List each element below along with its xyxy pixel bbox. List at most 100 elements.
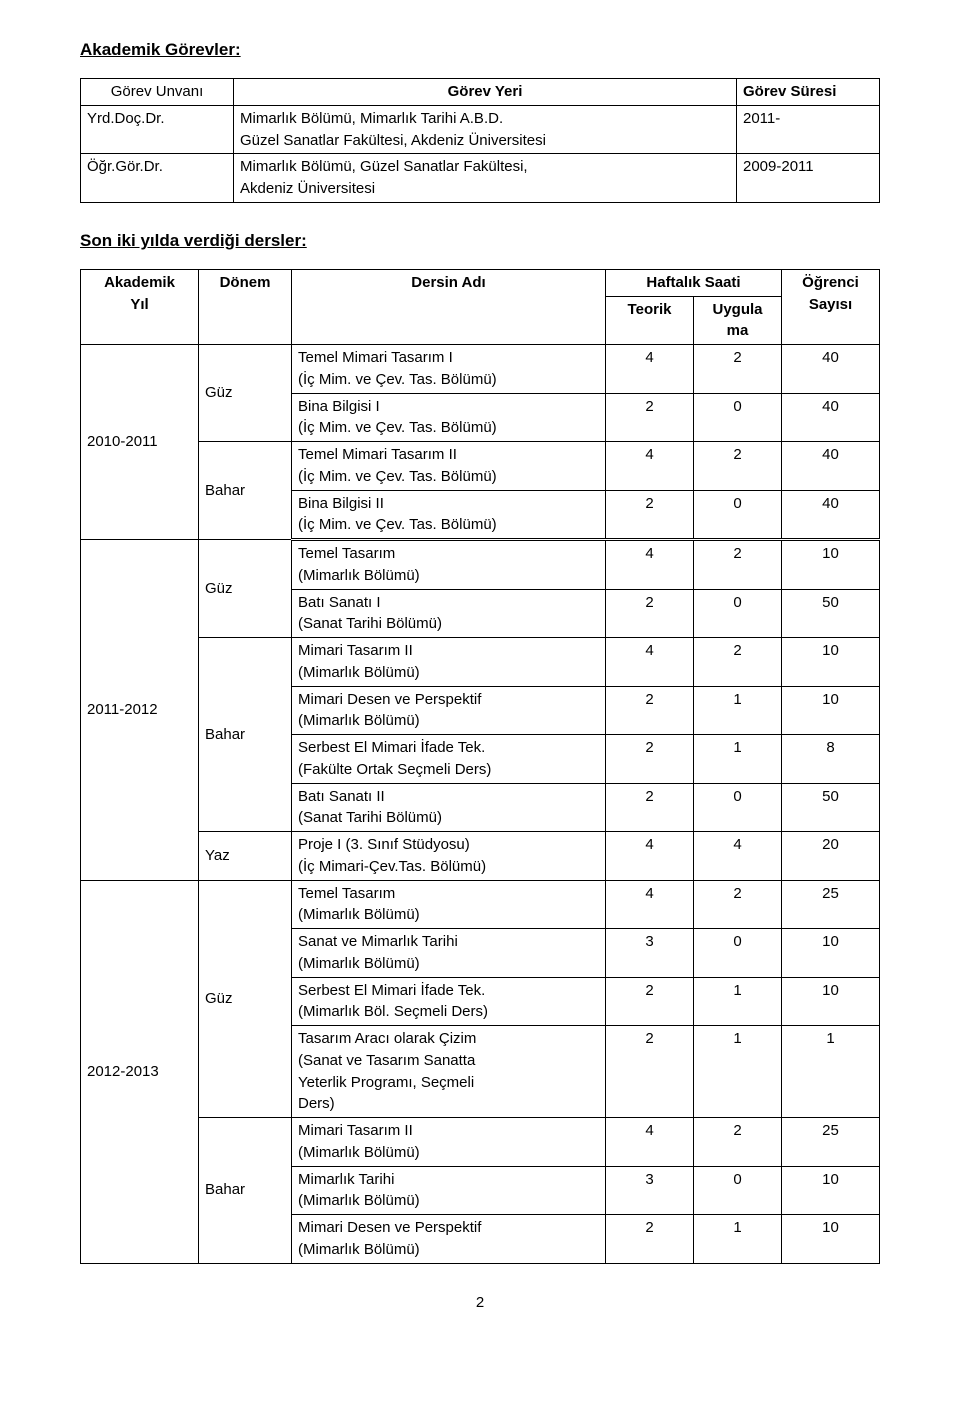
courses-cell-theory: 2 <box>606 1026 694 1118</box>
courses-cell-course: Mimari Tasarım II(Mimarlık Bölümü) <box>292 638 606 687</box>
courses-cell-theory: 3 <box>606 929 694 978</box>
courses-cell-theory: 4 <box>606 832 694 881</box>
positions-row: Öğr.Gör.Dr.Mimarlık Bölümü, Güzel Sanatl… <box>81 154 880 203</box>
courses-cell-theory: 2 <box>606 977 694 1026</box>
courses-cell-applied: 1 <box>694 735 782 784</box>
courses-cell-theory: 2 <box>606 393 694 442</box>
positions-header-place: Görev Yeri <box>234 79 737 106</box>
courses-cell-applied: 0 <box>694 490 782 540</box>
courses-cell-term: Güz <box>199 540 292 638</box>
courses-row: BaharMimari Tasarım II(Mimarlık Bölümü)4… <box>81 638 880 687</box>
courses-cell-students: 40 <box>782 490 880 540</box>
courses-cell-course: Proje I (3. Sınıf Stüdyosu)(İç Mimari-Çe… <box>292 832 606 881</box>
courses-cell-course: Temel Tasarım(Mimarlık Bölümü) <box>292 880 606 929</box>
courses-cell-applied: 1 <box>694 686 782 735</box>
courses-cell-students: 50 <box>782 589 880 638</box>
courses-cell-course: Serbest El Mimari İfade Tek.(Mimarlık Bö… <box>292 977 606 1026</box>
courses-cell-applied: 2 <box>694 540 782 590</box>
courses-cell-course: Mimarlık Tarihi(Mimarlık Bölümü) <box>292 1166 606 1215</box>
section-title-courses: Son iki yılda verdiği dersler: <box>80 231 880 251</box>
courses-cell-students: 40 <box>782 442 880 491</box>
courses-cell-course: Mimari Desen ve Perspektif(Mimarlık Bölü… <box>292 1215 606 1264</box>
courses-row: 2011-2012GüzTemel Tasarım(Mimarlık Bölüm… <box>81 540 880 590</box>
page-number: 2 <box>80 1294 880 1311</box>
courses-cell-theory: 4 <box>606 442 694 491</box>
courses-cell-students: 1 <box>782 1026 880 1118</box>
positions-header-row: Görev Unvanı Görev Yeri Görev Süresi <box>81 79 880 106</box>
courses-row: BaharMimari Tasarım II(Mimarlık Bölümü)4… <box>81 1118 880 1167</box>
courses-cell-applied: 1 <box>694 1026 782 1118</box>
courses-cell-applied: 0 <box>694 783 782 832</box>
positions-table: Görev Unvanı Görev Yeri Görev Süresi Yrd… <box>80 78 880 203</box>
courses-cell-term: Güz <box>199 345 292 442</box>
courses-table: AkademikYıl Dönem Dersin Adı Haftalık Sa… <box>80 269 880 1264</box>
courses-cell-theory: 3 <box>606 1166 694 1215</box>
courses-cell-applied: 0 <box>694 929 782 978</box>
courses-cell-applied: 2 <box>694 1118 782 1167</box>
courses-cell-theory: 4 <box>606 345 694 394</box>
positions-row: Yrd.Doç.Dr.Mimarlık Bölümü, Mimarlık Tar… <box>81 105 880 154</box>
courses-cell-theory: 2 <box>606 735 694 784</box>
courses-cell-applied: 0 <box>694 589 782 638</box>
positions-cell-place: Mimarlık Bölümü, Güzel Sanatlar Fakültes… <box>234 154 737 203</box>
courses-cell-applied: 0 <box>694 1166 782 1215</box>
courses-cell-applied: 2 <box>694 638 782 687</box>
courses-cell-applied: 2 <box>694 442 782 491</box>
courses-header-row-1: AkademikYıl Dönem Dersin Adı Haftalık Sa… <box>81 269 880 296</box>
courses-header-course: Dersin Adı <box>292 269 606 344</box>
courses-cell-students: 10 <box>782 686 880 735</box>
courses-cell-students: 50 <box>782 783 880 832</box>
page: Akademik Görevler: Görev Unvanı Görev Ye… <box>0 0 960 1371</box>
courses-cell-theory: 2 <box>606 686 694 735</box>
courses-cell-students: 40 <box>782 393 880 442</box>
courses-cell-students: 10 <box>782 1215 880 1264</box>
courses-cell-students: 8 <box>782 735 880 784</box>
courses-cell-course: Mimari Desen ve Perspektif(Mimarlık Bölü… <box>292 686 606 735</box>
positions-header-period: Görev Süresi <box>737 79 880 106</box>
courses-cell-course: Bina Bilgisi I(İç Mim. ve Çev. Tas. Bölü… <box>292 393 606 442</box>
courses-row: BaharTemel Mimari Tasarım II(İç Mim. ve … <box>81 442 880 491</box>
positions-cell-title: Yrd.Doç.Dr. <box>81 105 234 154</box>
courses-cell-applied: 0 <box>694 393 782 442</box>
courses-cell-applied: 4 <box>694 832 782 881</box>
courses-cell-theory: 2 <box>606 490 694 540</box>
positions-header-title: Görev Unvanı <box>81 79 234 106</box>
courses-cell-theory: 4 <box>606 638 694 687</box>
courses-cell-year: 2012-2013 <box>81 880 199 1263</box>
courses-cell-theory: 2 <box>606 1215 694 1264</box>
courses-cell-theory: 2 <box>606 783 694 832</box>
courses-cell-applied: 2 <box>694 880 782 929</box>
courses-cell-year: 2011-2012 <box>81 540 199 881</box>
courses-cell-students: 10 <box>782 540 880 590</box>
courses-cell-term: Güz <box>199 880 292 1118</box>
courses-cell-theory: 4 <box>606 540 694 590</box>
positions-cell-title: Öğr.Gör.Dr. <box>81 154 234 203</box>
courses-header-theory: Teorik <box>606 296 694 345</box>
courses-cell-course: Sanat ve Mimarlık Tarihi(Mimarlık Bölümü… <box>292 929 606 978</box>
positions-cell-period: 2011- <box>737 105 880 154</box>
courses-cell-students: 40 <box>782 345 880 394</box>
courses-cell-year: 2010-2011 <box>81 345 199 540</box>
courses-cell-course: Temel Tasarım(Mimarlık Bölümü) <box>292 540 606 590</box>
courses-cell-students: 20 <box>782 832 880 881</box>
courses-cell-term: Yaz <box>199 832 292 881</box>
courses-cell-applied: 1 <box>694 1215 782 1264</box>
courses-cell-applied: 1 <box>694 977 782 1026</box>
courses-cell-theory: 4 <box>606 1118 694 1167</box>
courses-header-students: ÖğrenciSayısı <box>782 269 880 344</box>
courses-cell-students: 25 <box>782 880 880 929</box>
courses-cell-course: Batı Sanatı II(Sanat Tarihi Bölümü) <box>292 783 606 832</box>
courses-cell-students: 10 <box>782 929 880 978</box>
section-title-positions: Akademik Görevler: <box>80 40 880 60</box>
courses-header-applied: Uygulama <box>694 296 782 345</box>
courses-cell-term: Bahar <box>199 1118 292 1264</box>
courses-row: 2010-2011GüzTemel Mimari Tasarım I(İç Mi… <box>81 345 880 394</box>
courses-cell-course: Tasarım Aracı olarak Çizim(Sanat ve Tasa… <box>292 1026 606 1118</box>
courses-cell-students: 10 <box>782 1166 880 1215</box>
courses-cell-theory: 4 <box>606 880 694 929</box>
positions-cell-period: 2009-2011 <box>737 154 880 203</box>
courses-row: 2012-2013GüzTemel Tasarım(Mimarlık Bölüm… <box>81 880 880 929</box>
courses-cell-students: 10 <box>782 638 880 687</box>
courses-cell-course: Batı Sanatı I(Sanat Tarihi Bölümü) <box>292 589 606 638</box>
courses-cell-course: Serbest El Mimari İfade Tek.(Fakülte Ort… <box>292 735 606 784</box>
